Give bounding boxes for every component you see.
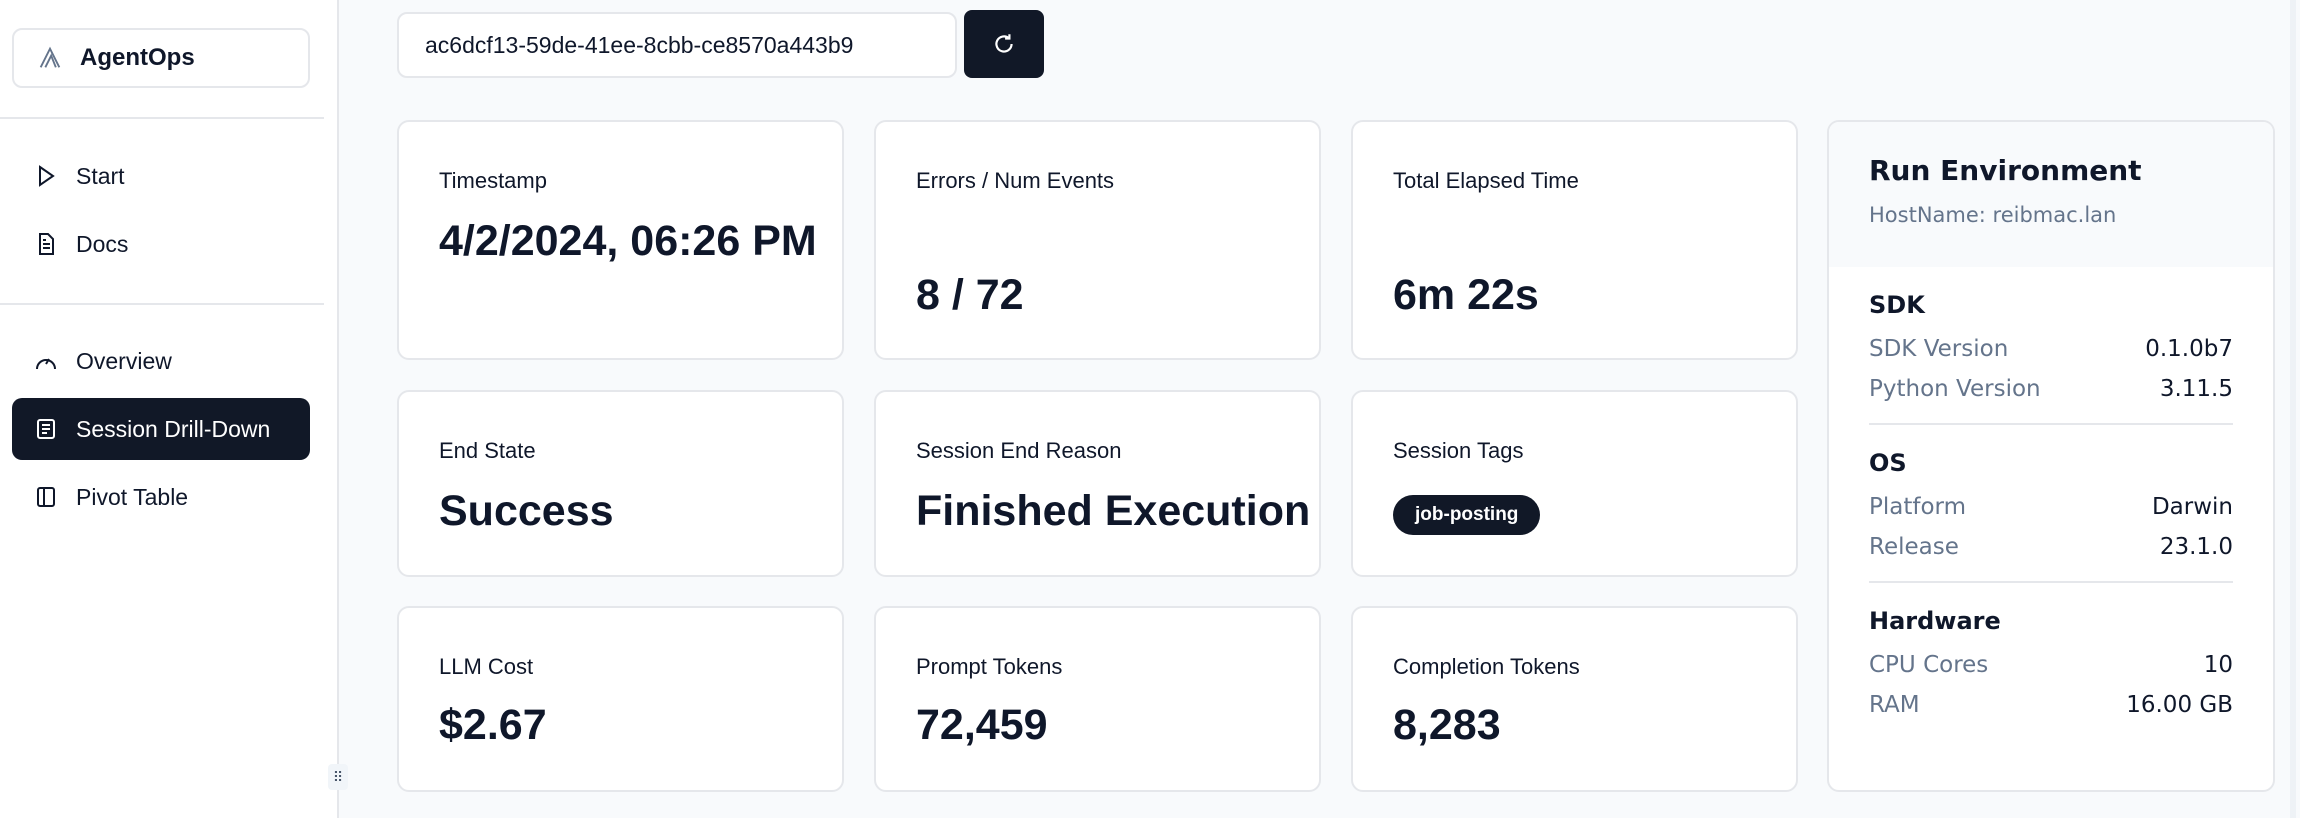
- section-title: Hardware: [1869, 607, 2001, 635]
- card-errors: Errors / Num Events 8 / 72: [874, 120, 1321, 360]
- refresh-button[interactable]: [964, 10, 1044, 78]
- section-title: OS: [1869, 449, 1907, 477]
- card-session-tags: Session Tags job-posting: [1351, 390, 1798, 577]
- divider: [1869, 581, 2233, 583]
- tag-badge[interactable]: job-posting: [1393, 495, 1541, 535]
- nav-label: Session Drill-Down: [76, 415, 271, 442]
- nav-label: Pivot Table: [76, 483, 189, 510]
- card-completion-tokens: Completion Tokens 8,283: [1351, 606, 1798, 792]
- card-label: Total Elapsed Time: [1393, 168, 1579, 193]
- section-title: SDK: [1869, 291, 1925, 319]
- nav-label: Docs: [76, 230, 129, 257]
- env-title: Run Environment: [1869, 154, 2142, 187]
- list-icon: [37, 419, 55, 439]
- env-key: RAM: [1869, 692, 1920, 718]
- card-timestamp: Timestamp 4/2/2024, 06:26 PM: [397, 120, 844, 360]
- scrollbar[interactable]: [2290, 0, 2296, 818]
- env-value: 16.00 GB: [2126, 692, 2233, 718]
- env-hostname: HostName: reibmac.lan: [1869, 203, 2117, 227]
- card-value: Finished Execution: [916, 487, 1311, 535]
- card-end-state: End State Success: [397, 390, 844, 577]
- card-elapsed-time: Total Elapsed Time 6m 22s: [1351, 120, 1798, 360]
- columns-icon: [37, 487, 55, 507]
- document-icon: [39, 233, 54, 255]
- agentops-logo-icon: [39, 46, 61, 68]
- divider: [1869, 423, 2233, 425]
- env-value: Darwin: [2151, 494, 2233, 520]
- run-environment-panel: Run Environment HostName: reibmac.lan SD…: [1827, 120, 2275, 792]
- env-value: 23.1.0: [2159, 534, 2233, 560]
- env-key: Release: [1869, 534, 1959, 560]
- nav-pivot-table[interactable]: Pivot Table: [12, 466, 310, 528]
- nav-docs[interactable]: Docs: [12, 213, 310, 275]
- env-section-hardware: Hardware CPU Cores 10 RAM 16.00 GB: [1829, 607, 2273, 725]
- card-value: $2.67: [439, 701, 547, 749]
- gauge-icon: [36, 358, 56, 370]
- env-key: SDK Version: [1869, 336, 2009, 362]
- card-label: Timestamp: [439, 168, 547, 193]
- card-label: Session Tags: [1393, 438, 1524, 463]
- card-value: 6m 22s: [1393, 271, 1539, 319]
- divider: [0, 303, 324, 305]
- session-id-input[interactable]: [397, 12, 957, 78]
- refresh-icon: [995, 34, 1013, 53]
- env-key: CPU Cores: [1869, 652, 1989, 678]
- env-row: Platform Darwin: [1869, 487, 2233, 527]
- card-label: Errors / Num Events: [916, 168, 1115, 193]
- env-key: Python Version: [1869, 376, 2041, 402]
- env-section-sdk: SDK SDK Version 0.1.0b7 Python Version 3.1…: [1829, 291, 2273, 409]
- brand-logo[interactable]: AgentOps: [12, 28, 310, 88]
- env-row: RAM 16.00 GB: [1869, 685, 2233, 725]
- brand-name: AgentOps: [80, 44, 195, 71]
- env-row: SDK Version 0.1.0b7: [1869, 329, 2233, 369]
- card-end-reason: Session End Reason Finished Execution: [874, 390, 1321, 577]
- card-prompt-tokens: Prompt Tokens 72,459: [874, 606, 1321, 792]
- play-icon: [39, 165, 55, 187]
- card-value: Success: [439, 487, 614, 535]
- env-value: 10: [2203, 652, 2233, 678]
- nav-label: Start: [76, 162, 125, 189]
- card-value: 8,283: [1393, 701, 1501, 749]
- card-label: Prompt Tokens: [916, 654, 1063, 679]
- card-label: Session End Reason: [916, 438, 1122, 463]
- nav-start[interactable]: Start: [12, 145, 310, 207]
- env-row: Python Version 3.11.5: [1869, 369, 2233, 409]
- sidebar: AgentOps Start Docs Overview Session Dri…: [0, 0, 339, 818]
- nav-session-drill-down[interactable]: Session Drill-Down: [12, 398, 310, 460]
- nav-overview[interactable]: Overview: [12, 330, 310, 392]
- env-section-os: OS Platform Darwin Release 23.1.0: [1829, 449, 2273, 567]
- sidebar-resize-handle[interactable]: ⠿: [328, 764, 348, 790]
- card-label: End State: [439, 438, 536, 463]
- card-llm-cost: LLM Cost $2.67: [397, 606, 844, 792]
- card-value: 4/2/2024, 06:26 PM: [439, 217, 817, 265]
- env-row: CPU Cores 10: [1869, 645, 2233, 685]
- nav-label: Overview: [76, 347, 172, 374]
- card-value: 72,459: [916, 701, 1048, 749]
- card-label: LLM Cost: [439, 654, 534, 679]
- card-label: Completion Tokens: [1393, 654, 1580, 679]
- divider: [0, 117, 324, 119]
- env-value: 0.1.0b7: [2145, 336, 2233, 362]
- card-value: 8 / 72: [916, 271, 1024, 319]
- env-row: Release 23.1.0: [1869, 527, 2233, 567]
- env-value: 3.11.5: [2159, 376, 2233, 402]
- env-key: Platform: [1869, 494, 1966, 520]
- env-header: Run Environment HostName: reibmac.lan: [1829, 122, 2273, 267]
